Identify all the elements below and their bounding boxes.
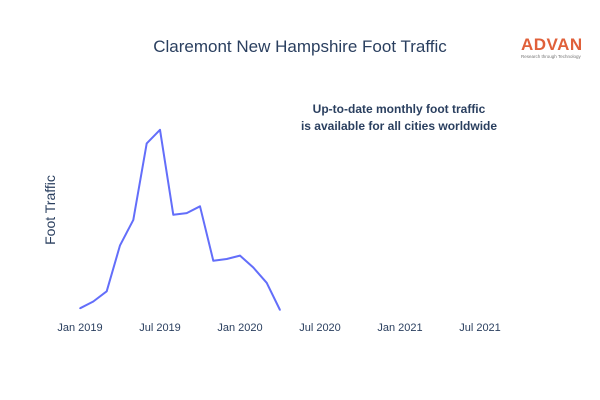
data-point (79, 307, 81, 310)
chart-title: Claremont New Hampshire Foot Traffic (153, 37, 447, 56)
advan-logo: ADVAN Research through Technology (521, 35, 583, 59)
data-point (132, 219, 135, 221)
data-point (239, 254, 241, 257)
data-point (119, 244, 121, 247)
data-point (199, 205, 201, 208)
data-point (185, 212, 188, 214)
annotation-line-2: is available for all cities worldwide (301, 119, 497, 133)
logo-tagline: Research through Technology (521, 54, 581, 59)
data-point (105, 290, 108, 293)
data-point (265, 282, 268, 284)
annotation-line-1: Up-to-date monthly foot traffic (313, 102, 486, 116)
x-tick-label: Jan 2021 (377, 322, 422, 334)
data-point (145, 142, 148, 145)
data-point (172, 214, 175, 216)
logo-name: ADVAN (521, 35, 583, 54)
data-point (225, 258, 228, 260)
x-axis-ticks: Jan 2019 Jul 2019 Jan 2020 Jul 2020 Jan 2021… (57, 322, 500, 334)
data-point (212, 259, 215, 262)
data-point (159, 129, 161, 131)
x-tick-label: Jan 2019 (57, 322, 102, 334)
x-tick-label: Jan 2020 (217, 322, 262, 334)
x-tick-label: Jul 2021 (459, 322, 501, 334)
series-layer (79, 128, 281, 311)
x-tick-label: Jul 2019 (139, 322, 181, 334)
x-tick-label: Jul 2020 (299, 322, 341, 334)
data-point (92, 300, 95, 303)
y-axis-label: Foot Traffic (42, 175, 58, 245)
series-line (79, 128, 281, 311)
data-point (252, 266, 255, 269)
data-point (279, 309, 281, 311)
